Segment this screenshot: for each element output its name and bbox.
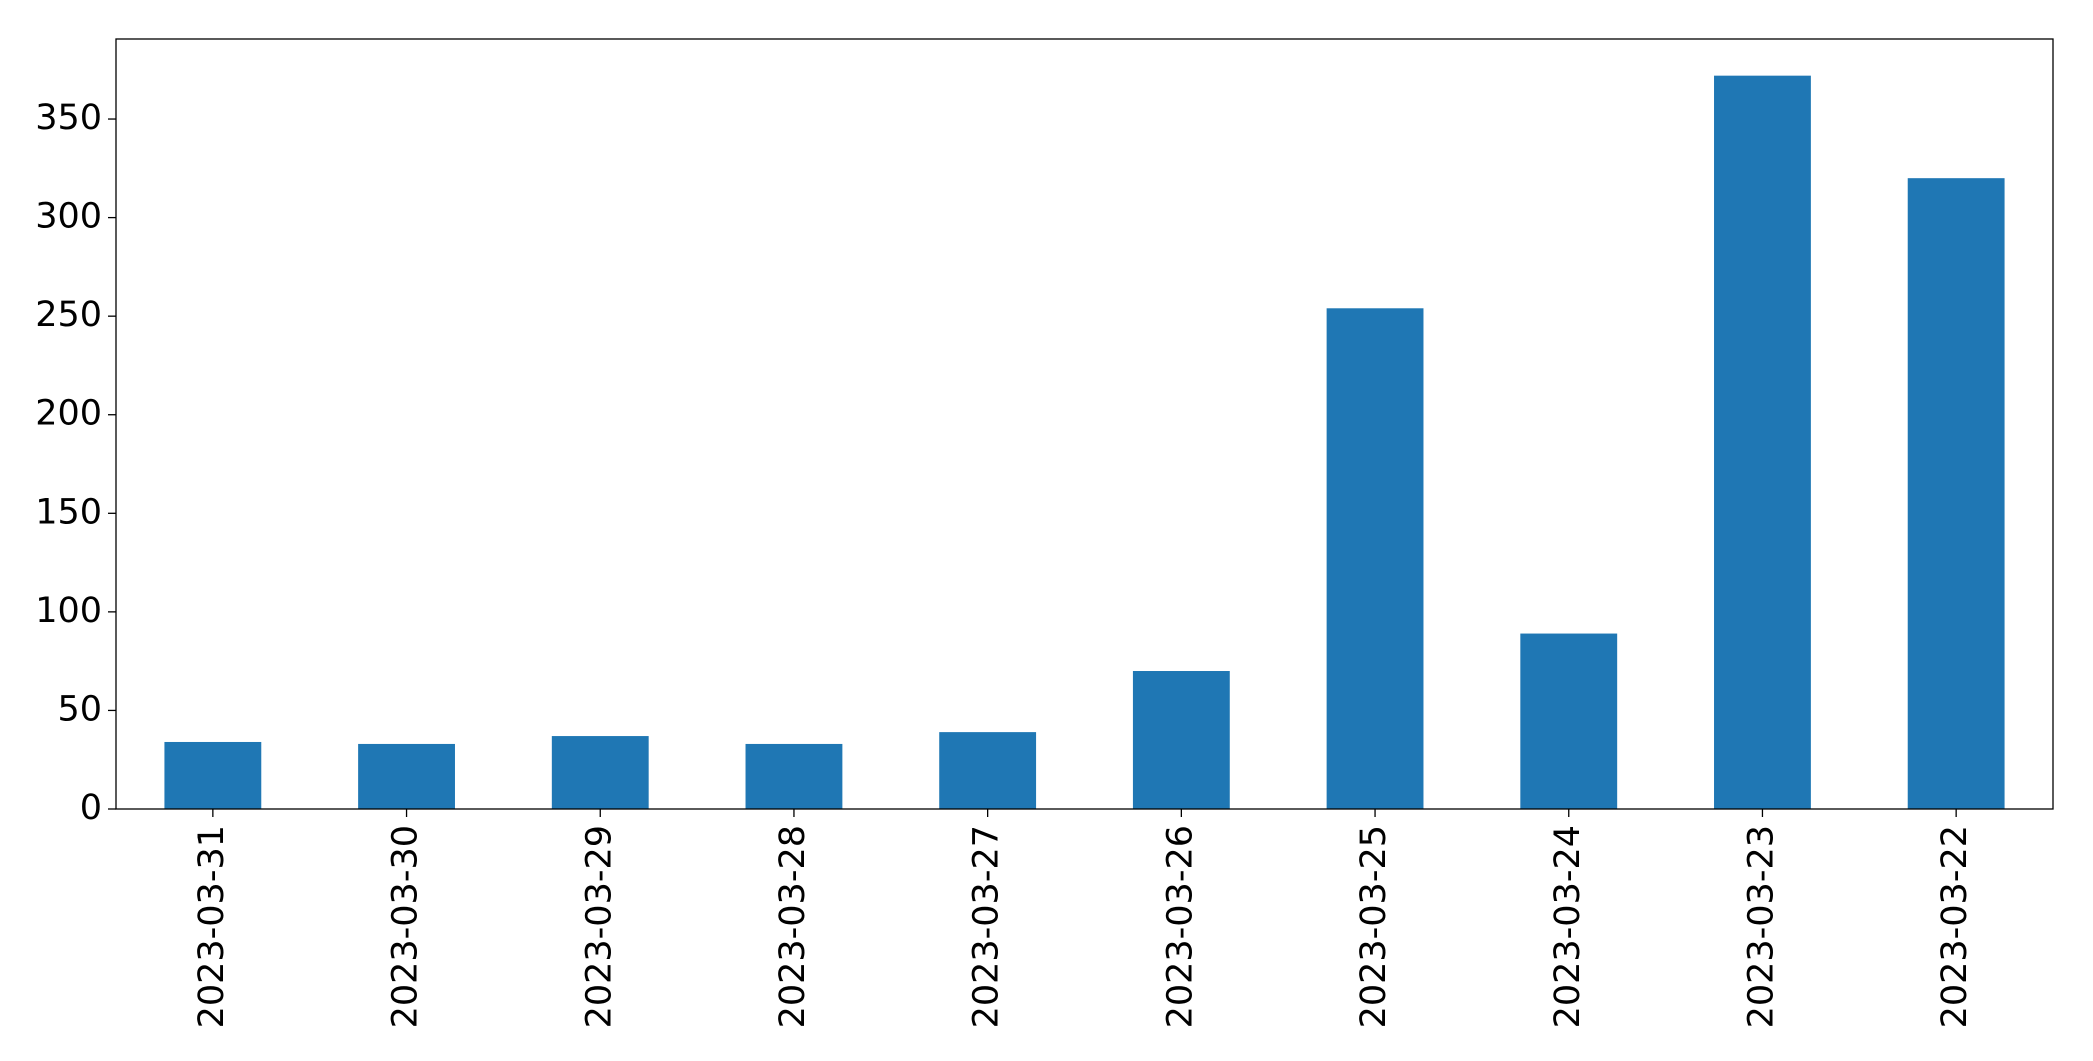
bar	[164, 741, 262, 809]
bar	[1714, 75, 1811, 809]
x-tick-label: 2023-03-30	[386, 825, 426, 1028]
y-tick-label: 200	[35, 394, 102, 434]
y-tick-label: 300	[35, 197, 102, 237]
bar	[745, 743, 843, 809]
plot-frame	[115, 38, 2054, 810]
y-tick-label: 100	[35, 591, 102, 631]
x-tick-label: 2023-03-24	[1548, 825, 1588, 1028]
y-tick-label: 150	[35, 492, 102, 532]
y-tick-label: 350	[35, 98, 102, 138]
x-tick-label: 2023-03-25	[1354, 825, 1394, 1028]
bar	[358, 743, 455, 809]
bar	[1907, 178, 2005, 809]
bar	[551, 736, 649, 809]
y-tick-label: 0	[80, 788, 102, 828]
x-tick-label: 2023-03-31	[192, 825, 232, 1028]
bar	[1326, 308, 1424, 809]
bar	[1520, 633, 1618, 809]
bar	[1132, 671, 1230, 809]
x-tick-label: 2023-03-27	[967, 825, 1007, 1028]
x-tick-label: 2023-03-26	[1160, 825, 1200, 1028]
x-tick-label: 2023-03-28	[773, 825, 813, 1028]
y-tick-label: 250	[35, 295, 102, 335]
x-tick-label: 2023-03-23	[1741, 825, 1781, 1028]
y-tick-label: 50	[57, 689, 102, 729]
bar	[939, 732, 1037, 809]
x-tick-label: 2023-03-29	[579, 825, 619, 1028]
x-tick-label: 2023-03-22	[1935, 825, 1975, 1028]
